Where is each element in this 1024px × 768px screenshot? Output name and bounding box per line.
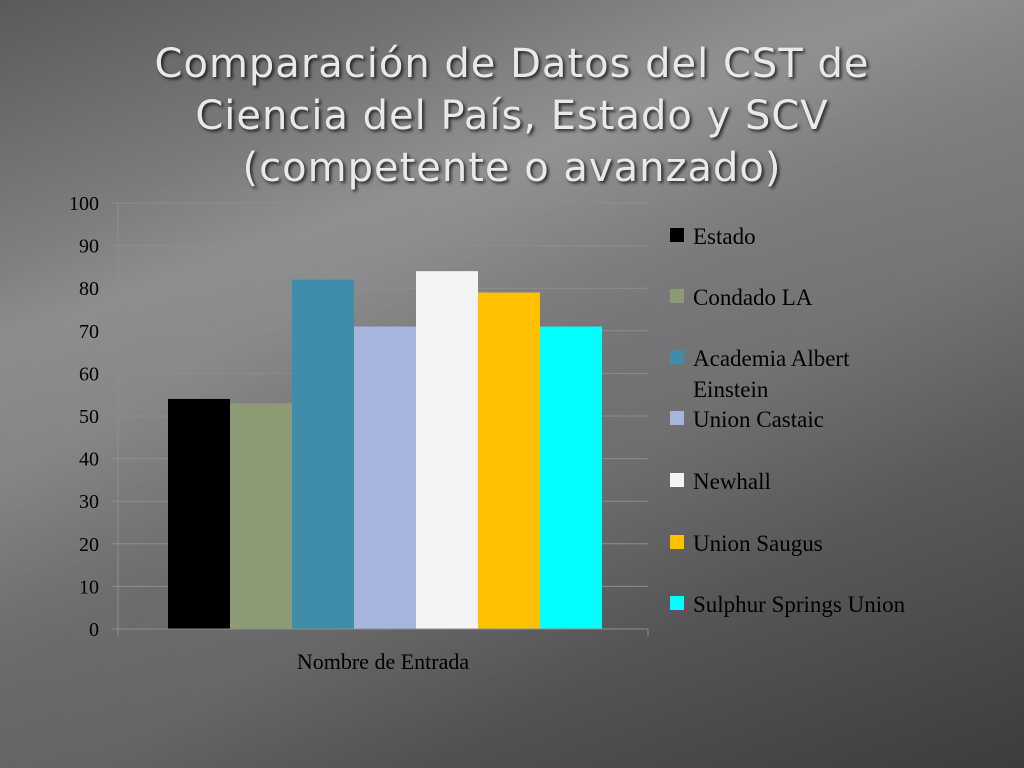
- y-tick-label: 0: [89, 619, 99, 641]
- legend-label: Academia Albert: [693, 346, 850, 371]
- title-line-1: Comparación de Datos del CST de: [154, 41, 870, 87]
- x-tick-label: Nombre de Entrada: [297, 649, 469, 674]
- legend-swatch: [670, 411, 684, 425]
- legend-label: Sulphur Springs Union: [693, 592, 906, 617]
- legend-label: Newhall: [693, 469, 771, 494]
- legend-label: Condado LA: [693, 285, 813, 310]
- y-tick-label: 90: [79, 236, 99, 258]
- legend-swatch: [670, 535, 684, 549]
- legend-label: Estado: [693, 224, 756, 249]
- legend-swatch: [670, 596, 684, 610]
- legend-swatch: [670, 228, 684, 242]
- bar-union-saugus: [478, 292, 540, 629]
- title-line-3: (competente o avanzado): [242, 145, 782, 191]
- title-line-2: Ciencia del País, Estado y SCV: [195, 93, 829, 139]
- legend-label: Einstein: [693, 377, 769, 402]
- legend-item: Union Castaic: [670, 407, 824, 432]
- y-tick-label: 70: [79, 321, 99, 343]
- legend-swatch: [670, 473, 684, 487]
- legend-item: Academia Albert Einstein: [670, 346, 850, 402]
- bar-estado: [168, 398, 230, 629]
- bar-condado-la: [230, 403, 292, 629]
- y-axis-ticks: 0 10 20 30 40 50 60 70 80 90 100: [69, 193, 118, 641]
- legend-item: Newhall: [670, 469, 771, 494]
- y-tick-label: 10: [79, 576, 99, 598]
- legend-swatch: [670, 289, 684, 303]
- y-tick-label: 80: [79, 278, 99, 300]
- x-axis-ticks: Nombre de Entrada: [117, 629, 649, 674]
- axes: [117, 203, 648, 630]
- bar-newhall: [416, 271, 478, 629]
- legend-item: Union Saugus: [670, 531, 823, 556]
- bars: [168, 271, 602, 629]
- y-tick-label: 40: [79, 449, 99, 471]
- legend-swatch: [670, 350, 684, 364]
- y-tick-label: 100: [69, 193, 99, 215]
- bar-union-castaic: [354, 326, 416, 629]
- y-tick-label: 20: [79, 534, 99, 556]
- legend: Estado Condado LA Academia Albert Einstein U…: [670, 224, 906, 617]
- legend-label: Union Castaic: [693, 407, 824, 432]
- y-tick-label: 50: [79, 406, 99, 428]
- legend-item: Condado LA: [670, 285, 813, 310]
- legend-item: Sulphur Springs Union: [670, 592, 906, 617]
- bar-sulphur-springs-union: [540, 326, 602, 629]
- legend-item: Estado: [670, 224, 756, 249]
- slide-title: Comparación de Datos del CST de Ciencia …: [40, 38, 984, 194]
- y-tick-label: 60: [79, 363, 99, 385]
- bar-academia-albert-einstein: [292, 279, 354, 629]
- y-tick-label: 30: [79, 491, 99, 513]
- legend-label: Union Saugus: [693, 531, 823, 556]
